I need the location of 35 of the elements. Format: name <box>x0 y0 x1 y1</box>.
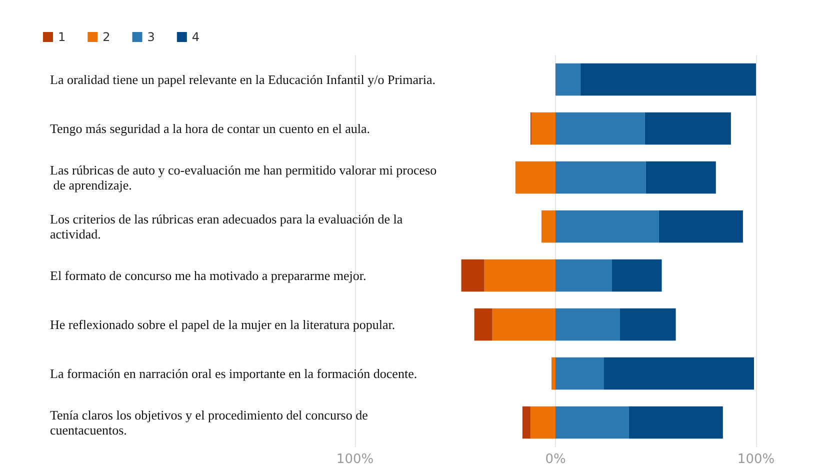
y-tick-label: Los criterios de las rúbricas eran adecuados para la evaluación de la actividad. <box>50 212 406 242</box>
legend-label: 2 <box>102 30 110 44</box>
x-tick-label: 100% <box>336 452 374 467</box>
bar <box>612 259 662 292</box>
y-tick-label: He reflexionado sobre el papel de la mujer en la literatura popular. <box>50 317 396 332</box>
legend-label: 1 <box>58 30 66 44</box>
bar <box>628 406 723 439</box>
bar <box>556 357 604 390</box>
legend-label: 4 <box>192 30 200 44</box>
y-tick-label: Tengo más seguridad a la hora de contar un cuento en el aula. <box>50 121 370 136</box>
bar <box>556 406 629 439</box>
bar <box>646 161 716 194</box>
y-tick-label: La formación en narración oral es importante en la formación docente. <box>50 366 418 381</box>
bar <box>556 210 659 243</box>
bar <box>541 210 556 243</box>
bar <box>556 308 620 341</box>
bar <box>556 63 581 96</box>
legend-label: 3 <box>147 30 155 44</box>
bar <box>620 308 676 341</box>
bar <box>531 112 556 145</box>
bar <box>556 112 645 145</box>
bar <box>556 161 646 194</box>
bar <box>556 259 612 292</box>
bar <box>551 357 556 390</box>
bar <box>515 161 556 194</box>
y-tick-label: Tenía claros los objetivos y el procedimiento del concurso de cuentacuentos. <box>50 408 372 438</box>
x-tick-label: 100% <box>737 452 775 467</box>
bar <box>658 210 743 243</box>
bar <box>604 357 754 390</box>
y-tick-label: Las rúbricas de auto y co-evaluación me han permitido valorar mi proceso de aprendizaje. <box>50 162 437 192</box>
y-tick-label: La oralidad tiene un papel relevante en la Educación Infantil y/o Primaria. <box>50 72 436 87</box>
bar <box>580 63 756 96</box>
y-tick-label: El formato de concurso me ha motivado a prepararme mejor. <box>50 268 366 283</box>
x-tick-label: 0% <box>545 452 566 467</box>
bar <box>644 112 731 145</box>
